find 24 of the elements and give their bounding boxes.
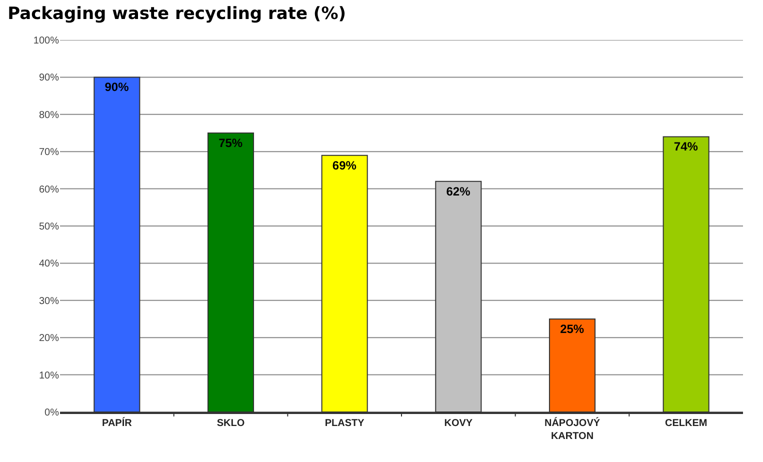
y-tick-label: 80% (38, 110, 60, 121)
y-tick-label: 40% (38, 258, 60, 270)
data-label: 90% (104, 80, 130, 94)
x-tick-label: PLASTY (324, 418, 365, 429)
y-tick-label: 70% (38, 147, 60, 158)
data-label: 62% (446, 184, 471, 198)
y-tick-label: 30% (38, 296, 60, 307)
x-tick-label: CELKEM (664, 418, 708, 429)
y-tick-label: 0% (44, 408, 60, 418)
y-tick-label: 100% (33, 36, 60, 46)
x-tick-label: KOVY (444, 418, 473, 429)
y-tick-label: 50% (38, 222, 60, 232)
y-tick-label: 90% (38, 72, 60, 84)
chart-title: Packaging waste recycling rate (%) (8, 4, 346, 24)
y-tick-label: 60% (38, 184, 60, 196)
y-tick-label: 10% (38, 370, 60, 382)
data-label: 25% (560, 322, 584, 336)
x-tick-label: NÁPOJOVÝ KARTON (544, 417, 600, 442)
data-label: 75% (218, 136, 243, 150)
x-tick-label: SKLO (216, 418, 245, 429)
x-tick-label: PAPÍR (102, 417, 133, 429)
data-label: 69% (332, 158, 357, 172)
data-label: 74% (674, 140, 698, 154)
y-tick-label: 20% (38, 333, 60, 344)
